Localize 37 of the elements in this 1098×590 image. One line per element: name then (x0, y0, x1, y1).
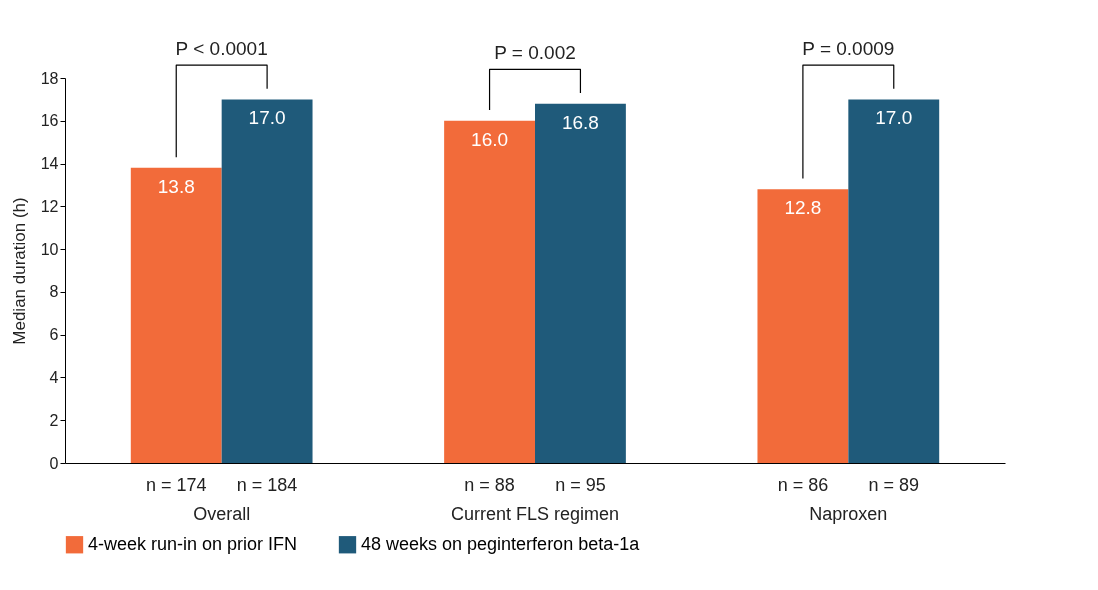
x-tick-label: Overall (193, 503, 251, 524)
data-label: 16.0 (471, 128, 509, 150)
text: n = 89 (868, 475, 920, 495)
text: n = 184 (236, 475, 298, 495)
legend-label: 48 weeks on peginterferon beta-1a (361, 533, 641, 554)
y-tick-label: 10 (40, 240, 59, 258)
text: P < 0.0001 (175, 38, 268, 60)
y-tick-label: 0 (49, 454, 59, 472)
bar (221, 99, 313, 463)
x-tick-label: Current FLS regimen (450, 503, 620, 524)
text: n = 95 (555, 475, 606, 495)
text: n = 86 (777, 475, 829, 495)
text: P = 0.0009 (802, 38, 895, 60)
y-tick-label: 14 (40, 155, 59, 173)
bar (848, 99, 940, 463)
bar (444, 120, 535, 463)
data-label: 12.8 (784, 197, 822, 219)
y-tick-label: 8 (49, 283, 59, 301)
y-tick-label: 6 (49, 326, 59, 344)
y-axis-title: Median duration (h) (9, 197, 29, 345)
bar (757, 189, 849, 463)
y-tick-label: 18 (40, 69, 59, 87)
y-tick-label: 12 (40, 197, 59, 215)
text: n = 88 (464, 475, 515, 495)
legend-label: 4-week run-in on prior IFN (88, 533, 298, 554)
y-tick-label: 2 (49, 411, 59, 429)
bar (535, 103, 626, 463)
y-tick-label: 16 (40, 112, 59, 130)
bar (130, 167, 222, 463)
y-tick-label: 4 (49, 368, 59, 386)
text: n = 174 (145, 475, 207, 495)
data-label: 16.8 (561, 111, 599, 133)
data-label: 17.0 (248, 107, 286, 129)
text: P = 0.002 (494, 42, 576, 64)
x-tick-label: Naproxen (809, 503, 888, 524)
data-label: 13.8 (157, 175, 195, 197)
data-label: 17.0 (875, 107, 913, 129)
